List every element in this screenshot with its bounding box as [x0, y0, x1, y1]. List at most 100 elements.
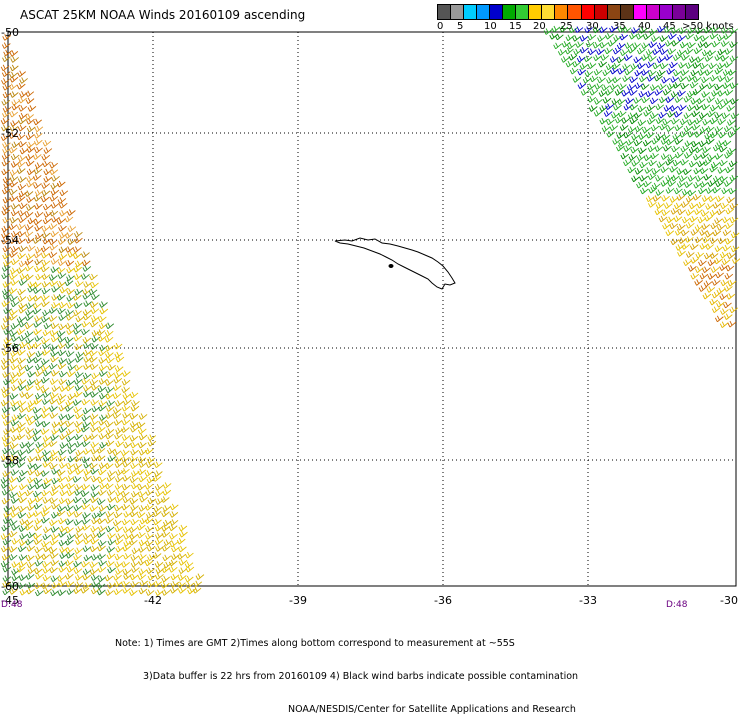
wind-barb	[41, 273, 51, 280]
wind-barb	[49, 519, 58, 527]
wind-barb	[73, 328, 82, 335]
wind-barb	[612, 76, 622, 84]
wind-barb	[665, 125, 675, 132]
wind-barb	[58, 378, 68, 386]
wind-barb	[97, 385, 107, 393]
wind-barb	[715, 271, 725, 279]
wind-barb	[670, 174, 680, 182]
wind-barb	[8, 223, 18, 231]
wind-barb	[714, 126, 724, 133]
wind-barb	[683, 112, 693, 120]
wind-barb	[121, 418, 131, 426]
wind-barb	[636, 47, 646, 55]
wind-barb	[19, 341, 29, 349]
wind-barb	[723, 313, 733, 320]
wind-barb	[626, 139, 635, 146]
wind-barb	[727, 69, 737, 76]
wind-barb	[59, 210, 68, 217]
wind-barb	[17, 288, 26, 296]
wind-barb	[144, 559, 154, 567]
wind-barb	[10, 505, 20, 512]
wind-barb	[177, 574, 187, 581]
wind-barb	[114, 351, 124, 359]
wind-barb	[115, 476, 124, 483]
wind-barb	[121, 370, 131, 377]
wind-barb	[575, 41, 584, 48]
wind-barb	[666, 216, 675, 224]
wind-barb	[50, 369, 60, 377]
wind-barb	[623, 131, 633, 139]
wind-barb	[0, 545, 10, 553]
wind-barb	[57, 342, 67, 350]
wind-barb	[710, 161, 720, 169]
wind-barb	[25, 237, 35, 244]
wind-barb	[638, 75, 648, 83]
wind-barb	[616, 42, 626, 50]
wind-barb	[729, 41, 738, 48]
wind-barb	[82, 372, 92, 380]
wind-barb	[49, 405, 58, 412]
wind-barb	[65, 246, 74, 253]
wind-barb	[33, 218, 43, 226]
wind-barb	[711, 279, 721, 286]
wind-barb	[641, 42, 650, 49]
wind-barb	[627, 166, 637, 174]
wind-barb	[681, 216, 691, 224]
wind-barb	[628, 154, 638, 161]
wind-barb	[25, 441, 35, 448]
wind-barb	[57, 505, 66, 512]
wind-barb	[703, 252, 713, 260]
wind-barb	[25, 427, 34, 434]
wind-barb	[17, 582, 27, 590]
wind-barb	[114, 553, 124, 561]
wind-barb	[593, 110, 603, 117]
wind-barb	[687, 119, 696, 126]
wind-barb	[718, 145, 728, 153]
wind-barb	[89, 568, 99, 575]
wind-barb	[662, 119, 672, 126]
wind-barb	[622, 75, 631, 82]
wind-barb	[687, 130, 697, 138]
wind-barb	[99, 307, 109, 315]
wind-barb	[1, 78, 10, 85]
wind-barb	[57, 475, 66, 483]
wind-barb	[728, 187, 738, 195]
wind-barb	[680, 82, 690, 90]
wind-barb	[636, 154, 646, 162]
wind-barb	[10, 209, 20, 217]
wind-barb	[82, 265, 92, 272]
wind-barb	[683, 125, 693, 133]
wind-barb	[724, 273, 734, 280]
wind-barb	[26, 146, 36, 153]
wind-barb	[646, 104, 656, 112]
wind-barb	[694, 236, 704, 244]
wind-barb	[18, 190, 28, 198]
wind-barb	[41, 294, 50, 302]
wind-barb	[661, 209, 671, 217]
wind-barb	[144, 540, 154, 547]
wind-barb	[41, 189, 51, 197]
wind-barb	[707, 110, 716, 118]
wind-barb	[1, 70, 11, 77]
wind-barb	[682, 168, 692, 176]
wind-barb	[11, 335, 20, 342]
wind-barb	[42, 329, 52, 337]
wind-barb	[178, 587, 187, 594]
wind-barb	[597, 76, 606, 84]
wind-barb	[716, 208, 726, 216]
wind-barb	[707, 180, 717, 187]
wind-barb	[714, 315, 724, 323]
legend-swatch-9	[555, 5, 569, 19]
wind-barb	[587, 33, 597, 41]
wind-barb	[1, 391, 11, 398]
wind-barb	[73, 334, 83, 342]
wind-barb	[185, 581, 195, 589]
wind-barb	[1, 159, 11, 167]
wind-barb	[614, 89, 624, 96]
wind-barb	[16, 461, 26, 468]
legend-swatch-19	[685, 5, 698, 19]
wind-barb	[96, 588, 106, 596]
wind-barb	[624, 42, 634, 49]
wind-barb	[58, 246, 68, 254]
wind-barb	[24, 264, 34, 272]
